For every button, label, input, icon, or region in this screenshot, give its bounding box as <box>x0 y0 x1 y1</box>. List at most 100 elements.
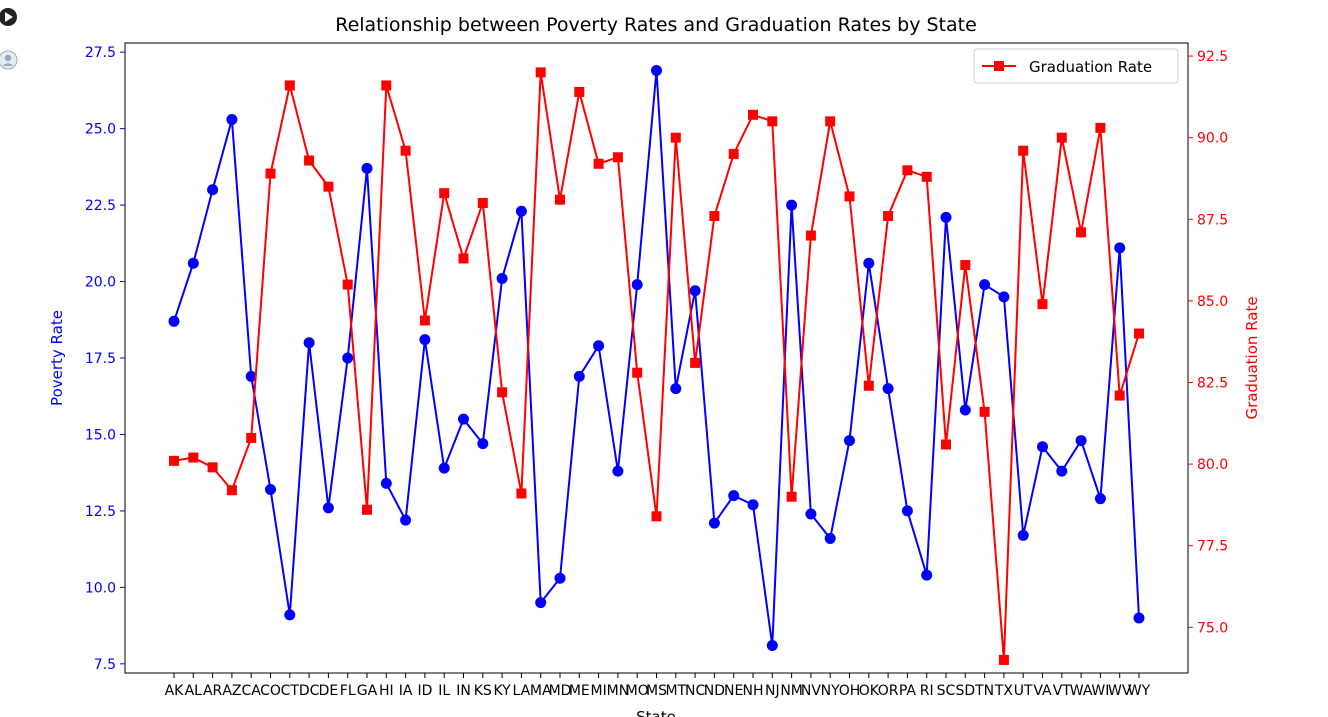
graduation-rate-point <box>169 455 179 466</box>
x-tick-label: MO <box>626 683 649 699</box>
left-y-tick-label: 12.5 <box>85 504 116 520</box>
graduation-rate-point <box>883 211 894 222</box>
poverty-rate-point <box>940 211 952 223</box>
graduation-rate-point <box>1076 227 1087 238</box>
x-axis-label: State <box>636 708 676 717</box>
right-y-tick-label: 80.0 <box>1197 457 1228 473</box>
poverty-rate-point <box>458 413 469 425</box>
poverty-rate-point <box>1037 441 1048 453</box>
poverty-rate-point <box>921 569 933 581</box>
x-tick-label: WY <box>1128 683 1151 699</box>
poverty-rate-point <box>207 184 219 196</box>
x-tick-label: IN <box>456 683 471 699</box>
graduation-rate-point <box>709 211 720 222</box>
x-tick-label: GA <box>357 683 378 699</box>
x-tick-label: MS <box>646 683 667 699</box>
poverty-rate-point <box>322 502 334 514</box>
chart-title: Relationship between Poverty Rates and G… <box>335 14 977 36</box>
poverty-rate-point <box>998 291 1010 303</box>
x-tick-label: AL <box>185 683 203 699</box>
poverty-rate-point <box>361 162 373 174</box>
play-circle-icon[interactable] <box>0 7 20 27</box>
graduation-rate-point <box>728 148 739 159</box>
x-tick-label: CA <box>242 683 262 699</box>
graduation-rate-point <box>535 67 546 78</box>
poverty-rate-point <box>1094 493 1106 505</box>
plot-area: 7.5 10.0 12.5 15.0 17.5 20.0 22.5 25.0 27.5 75.0 7… <box>85 42 1228 699</box>
left-y-tick-label: 22.5 <box>85 198 116 214</box>
graduation-rate-point <box>574 86 585 97</box>
graduation-rate-point <box>651 511 662 522</box>
graduation-rate-point <box>226 485 237 496</box>
poverty-rate-line <box>173 70 1140 646</box>
x-tick-label: NC <box>685 683 705 699</box>
x-tick-label: OK <box>859 683 880 699</box>
graduation-rate-point <box>921 171 932 182</box>
x-tick-label: NH <box>743 683 764 699</box>
poverty-rate-point <box>728 490 740 502</box>
poverty-rate-point <box>400 514 412 526</box>
graduation-rate-point <box>670 132 681 143</box>
graduation-rate-point <box>786 491 797 502</box>
poverty-rate-point <box>708 517 720 529</box>
poverty-rate-point <box>805 508 817 520</box>
legend: Graduation Rate <box>973 48 1179 84</box>
graduation-rate-point <box>477 197 488 208</box>
x-tick-label: MD <box>549 683 572 699</box>
poverty-rate-point <box>651 65 662 77</box>
graduation-rate-point <box>458 253 469 264</box>
graduation-rate-point <box>748 109 758 120</box>
poverty-rate-point <box>419 334 431 346</box>
x-tick-label: VA <box>1033 683 1052 699</box>
poverty-rate-point <box>1075 435 1087 447</box>
poverty-rate-point <box>573 370 585 382</box>
x-tick-label: KS <box>474 683 492 699</box>
graduation-rate-point <box>632 367 643 378</box>
x-tick-label: VT <box>1053 683 1072 699</box>
poverty-rate-point <box>1017 529 1029 541</box>
graduation-rate-point <box>844 191 855 202</box>
left-y-tick-label: 7.5 <box>94 657 116 673</box>
poverty-rate-point <box>689 285 701 297</box>
graduation-rate-point <box>1056 132 1067 143</box>
x-tick-label: AK <box>165 683 185 699</box>
graduation-rate-point <box>342 279 353 290</box>
graduation-rate-point <box>1134 328 1144 339</box>
graduation-rate-line <box>173 72 1140 660</box>
graduation-rate-point <box>400 145 411 156</box>
left-y-tick-label: 20.0 <box>85 275 116 291</box>
poverty-rate-point <box>438 462 450 474</box>
left-y-tick-label: 17.5 <box>85 351 116 367</box>
x-tick-label: IL <box>438 683 450 699</box>
x-tick-label: LA <box>513 683 531 699</box>
poverty-rate-point <box>631 279 643 291</box>
graduation-rate-point <box>960 259 971 270</box>
left-y-tick-label: 10.0 <box>85 580 116 596</box>
graduation-rate-point <box>593 158 604 169</box>
graduation-rate-point <box>381 80 392 91</box>
poverty-rate-point <box>245 370 257 382</box>
poverty-rate-point <box>844 435 855 447</box>
graduation-rate-point <box>690 357 701 368</box>
poverty-rate-point <box>747 499 759 511</box>
graduation-rate-point <box>188 452 199 463</box>
x-tick-label: HI <box>379 683 394 699</box>
graduation-rate-point <box>941 439 951 450</box>
x-tick-label: AZ <box>222 683 241 699</box>
graduation-rate-point <box>825 116 836 127</box>
poverty-rate-point <box>1056 465 1068 477</box>
poverty-rate-point <box>882 383 894 395</box>
x-tick-label: NV <box>801 683 821 699</box>
poverty-rate-point <box>265 484 276 496</box>
left-y-tick-label: 27.5 <box>85 45 116 61</box>
poverty-rate-point <box>496 272 508 284</box>
poverty-rate-point <box>187 257 199 269</box>
x-tick-label: CT <box>281 683 300 699</box>
poverty-rate-point <box>554 572 566 584</box>
x-tick-label: WA <box>1070 683 1093 699</box>
x-tick-label: PA <box>899 683 917 699</box>
poverty-rate-point <box>380 477 392 489</box>
left-y-tick-label: 25.0 <box>85 122 116 138</box>
